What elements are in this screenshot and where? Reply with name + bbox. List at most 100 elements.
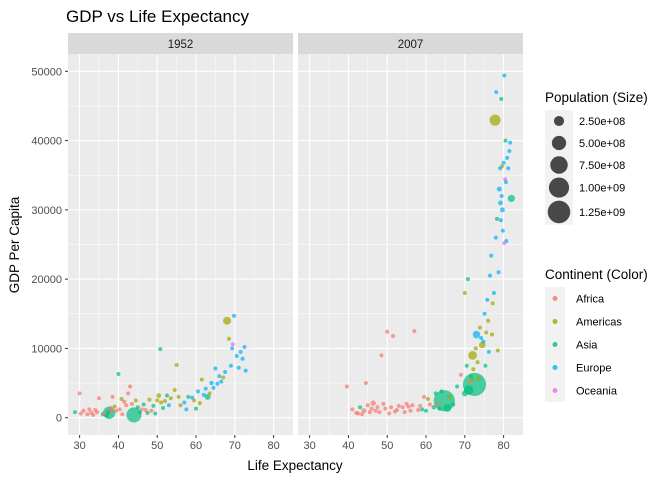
- x-tick-label: 40: [342, 440, 354, 452]
- data-point-africa: [373, 408, 378, 413]
- x-tick-label: 50: [151, 440, 163, 452]
- facet-strip-label: 2007: [398, 39, 424, 51]
- data-point-asia: [151, 403, 156, 408]
- data-point-europe: [496, 270, 501, 275]
- data-point-europe: [488, 273, 493, 278]
- data-point-americas: [155, 398, 160, 403]
- data-point-americas: [226, 336, 231, 341]
- data-point-americas: [425, 396, 430, 401]
- data-point-africa: [402, 410, 407, 415]
- data-point-asia: [451, 402, 456, 407]
- data-point-africa: [369, 406, 374, 411]
- data-point-africa: [383, 406, 388, 411]
- data-point-americas: [168, 396, 173, 401]
- size-legend-label: 2.50e+08: [579, 116, 625, 128]
- color-legend-title: Continent (Color): [545, 267, 648, 282]
- data-point-americas: [489, 114, 501, 126]
- data-point-asia: [72, 410, 77, 415]
- data-point-africa: [435, 401, 440, 406]
- data-point-africa: [120, 412, 125, 417]
- x-tick-label: 80: [497, 440, 509, 452]
- data-point-africa: [381, 401, 386, 406]
- data-point-americas: [159, 400, 164, 405]
- data-point-americas: [199, 377, 204, 382]
- data-point-europe: [236, 365, 241, 370]
- data-point-europe: [506, 166, 511, 171]
- data-point-americas: [475, 360, 480, 365]
- data-point-africa: [416, 408, 421, 413]
- data-point-americas: [476, 376, 481, 381]
- x-tick-label: 30: [74, 440, 86, 452]
- color-legend-label-europe: Europe: [576, 363, 611, 375]
- data-point-americas: [133, 398, 138, 403]
- data-point-africa: [394, 408, 399, 413]
- data-point-africa: [363, 381, 368, 386]
- size-legend-circle: [550, 156, 568, 174]
- data-point-africa: [396, 403, 401, 408]
- data-point-asia: [503, 138, 508, 143]
- data-point-africa: [149, 408, 154, 413]
- size-legend-circle: [551, 135, 567, 151]
- data-point-asia: [437, 406, 442, 411]
- data-point-europe: [201, 392, 206, 397]
- data-point-europe: [209, 380, 214, 386]
- data-point-europe: [507, 148, 512, 153]
- size-legend-circle: [547, 200, 571, 224]
- data-point-africa: [377, 410, 382, 415]
- x-tick-label: 70: [229, 440, 241, 452]
- size-legend-label: 7.50e+08: [579, 160, 625, 172]
- data-point-africa: [114, 408, 119, 413]
- x-tick-label: 80: [267, 440, 279, 452]
- data-point-americas: [447, 394, 452, 399]
- data-point-europe: [238, 349, 243, 354]
- data-point-europe: [203, 386, 208, 391]
- y-tick-label: 40000: [31, 136, 62, 148]
- data-point-africa: [85, 412, 90, 417]
- data-point-europe: [498, 166, 503, 171]
- data-point-asia: [164, 393, 169, 398]
- data-point-africa: [350, 407, 355, 412]
- data-point-americas: [112, 404, 117, 409]
- data-point-africa: [361, 408, 367, 414]
- data-point-europe: [500, 228, 505, 233]
- data-point-asia: [204, 393, 211, 400]
- color-legend: Continent (Color) Africa Americas Asia Euro…: [545, 267, 648, 402]
- data-point-europe: [489, 253, 494, 258]
- data-point-africa: [102, 411, 107, 416]
- data-point-europe: [494, 90, 499, 95]
- color-legend-label-oceania: Oceania: [576, 386, 618, 398]
- data-point-europe: [496, 186, 502, 192]
- data-point-europe: [182, 400, 187, 405]
- x-axes: 30 40 50 60 70 80 30 40 50 60 70 80: [74, 435, 510, 452]
- data-point-africa: [126, 391, 131, 396]
- data-point-asia: [358, 405, 363, 410]
- data-point-africa: [410, 403, 415, 408]
- color-legend-swatch-oceania: [552, 388, 558, 393]
- size-legend-label: 1.00e+09: [579, 183, 625, 195]
- data-point-asia: [424, 408, 429, 413]
- data-point-europe: [195, 389, 200, 394]
- data-point-asia: [158, 347, 163, 352]
- data-point-asia: [495, 216, 500, 221]
- data-point-asia: [126, 407, 142, 423]
- y-axis-title: GDP Per Capita: [7, 196, 22, 293]
- data-point-africa: [406, 404, 411, 409]
- x-tick-label: 50: [381, 440, 393, 452]
- y-tick-label: 50000: [31, 66, 62, 78]
- data-point-europe: [491, 290, 496, 295]
- data-point-europe: [472, 330, 481, 339]
- data-point-oceania: [230, 342, 235, 347]
- data-point-europe: [230, 346, 235, 351]
- data-point-europe: [242, 345, 247, 350]
- data-point-americas: [172, 387, 177, 392]
- data-point-europe: [243, 368, 248, 373]
- data-point-africa: [404, 401, 409, 406]
- data-point-africa: [124, 403, 129, 408]
- data-point-americas: [119, 396, 124, 401]
- data-point-africa: [81, 408, 86, 413]
- y-tick-label: 0: [56, 413, 62, 425]
- data-point-europe: [486, 349, 491, 354]
- data-point-europe: [498, 200, 503, 206]
- data-point-africa: [93, 408, 98, 413]
- data-point-africa: [122, 399, 127, 404]
